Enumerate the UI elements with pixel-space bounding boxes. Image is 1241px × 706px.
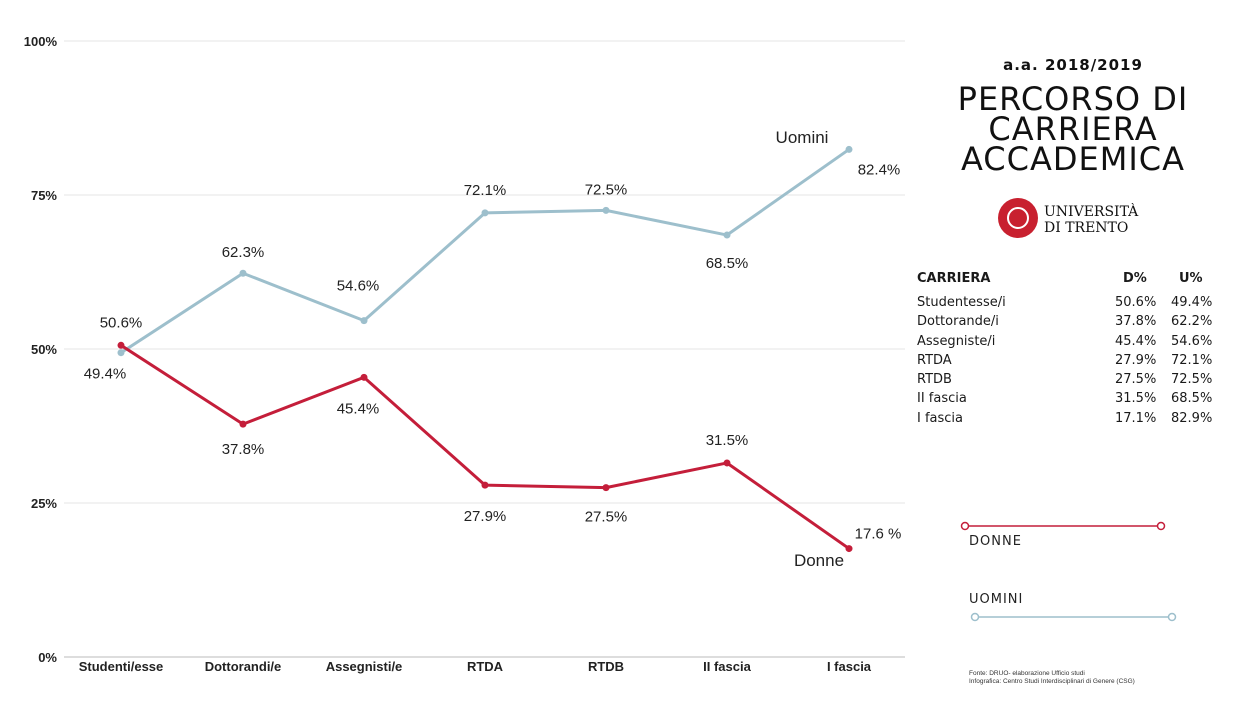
table-row: Studentesse/i 50.6% 49.4%: [917, 295, 1237, 314]
y-tick-label: 50%: [31, 342, 57, 357]
career-table: CARRIERA D% U% Studentesse/i 50.6% 49.4%…: [917, 271, 1237, 430]
x-tick-label: RTDB: [588, 659, 624, 674]
header-donne-pct: D%: [1123, 271, 1147, 286]
data-label: 27.5%: [585, 509, 628, 526]
row-uomini: 72.1%: [1171, 352, 1213, 368]
source-line-2: Infografica: Centro Studi Interdisciplin…: [969, 678, 1135, 685]
data-point: [360, 373, 368, 381]
data-point: [602, 206, 610, 214]
table-row: Assegniste/i 45.4% 54.6%: [917, 334, 1237, 353]
table-header: CARRIERA D% U%: [917, 271, 1237, 295]
data-label: 50.6%: [100, 314, 143, 331]
row-uomini: 62.2%: [1171, 314, 1213, 330]
legend-uomini-label: UOMINI: [969, 592, 1024, 607]
data-label: 45.4%: [337, 400, 380, 417]
data-label: 82.4%: [858, 161, 901, 178]
title-line-3: ACCADEMICA: [960, 140, 1186, 178]
data-label: 27.9%: [464, 508, 507, 525]
x-tick-label: RTDA: [467, 659, 504, 674]
y-tick-label: 75%: [31, 188, 57, 203]
seal-icon: [998, 198, 1038, 238]
logo-line-1: UNIVERSITÀ: [1044, 204, 1139, 220]
row-label: I fascia: [917, 410, 964, 426]
data-point: [481, 481, 489, 489]
data-point: [239, 269, 247, 277]
legend-donne-start-marker: [960, 521, 970, 531]
table-row: Dottorande/i 37.8% 62.2%: [917, 314, 1237, 333]
row-uomini: 72.5%: [1171, 372, 1213, 388]
logo-line-2: DI TRENTO: [1044, 220, 1129, 236]
row-uomini: 82.9%: [1171, 410, 1213, 426]
data-label: 37.8%: [222, 441, 265, 458]
title-line-1: PERCORSO DI: [957, 80, 1189, 118]
data-label: 62.3%: [222, 244, 265, 261]
academic-year: a.a. 2018/2019: [1003, 56, 1143, 74]
y-tick-label: 25%: [31, 496, 57, 511]
row-label: II fascia: [917, 391, 967, 407]
data-label: 49.4%: [84, 366, 127, 383]
row-donne: 50.6%: [1115, 295, 1157, 310]
header-carriera: CARRIERA: [917, 271, 991, 286]
data-label: 31.5%: [706, 432, 749, 449]
row-uomini: 49.4%: [1171, 295, 1213, 310]
data-point: [723, 231, 731, 239]
university-logo: UNIVERSITÀ DI TRENTO: [998, 196, 1148, 246]
data-point: [117, 349, 125, 357]
series-name-label: Uomini: [776, 128, 829, 147]
page-title: PERCORSO DI CARRIERA ACCADEMICA: [905, 80, 1241, 178]
data-label: 17.6 %: [855, 526, 902, 543]
data-point: [360, 317, 368, 325]
data-point: [239, 420, 247, 428]
data-label: 68.5%: [706, 255, 749, 272]
data-label: 72.1%: [464, 182, 507, 199]
legend-lines: [960, 521, 1177, 622]
row-donne: 31.5%: [1115, 391, 1157, 407]
line-chart: 0% 25% 50% 75% 100% Studenti/esse Dottorandi/e…: [24, 34, 905, 674]
row-donne: 45.4%: [1115, 333, 1157, 349]
row-donne: 27.9%: [1115, 352, 1157, 368]
data-point: [481, 209, 489, 217]
legend-donne-label: DONNE: [969, 534, 1022, 549]
row-label: Dottorande/i: [917, 314, 999, 330]
legend-uomini-end-marker: [1167, 612, 1177, 622]
x-tick-label: I fascia: [827, 659, 872, 674]
data-point: [723, 459, 731, 467]
table-row: II fascia 31.5% 68.5%: [917, 391, 1237, 410]
data-label: 72.5%: [585, 181, 628, 198]
row-label: RTDA: [917, 352, 952, 368]
x-tick-label: Studenti/esse: [79, 659, 164, 674]
header-uomini-pct: U%: [1179, 271, 1203, 286]
y-tick-label: 100%: [24, 34, 58, 49]
row-donne: 17.1%: [1115, 410, 1157, 426]
data-label: 54.6%: [337, 278, 380, 295]
table-row: RTDB 27.5% 72.5%: [917, 372, 1237, 391]
source-note: Fonte: DRUO- elaborazione Ufficio studi …: [969, 670, 1135, 686]
data-point: [845, 145, 853, 153]
table-row: I fascia 17.1% 82.9%: [917, 411, 1237, 430]
row-label: Assegniste/i: [917, 333, 996, 349]
table-row: RTDA 27.9% 72.1%: [917, 353, 1237, 372]
row-donne: 27.5%: [1115, 372, 1157, 388]
data-point: [117, 341, 125, 349]
legend-uomini-start-marker: [970, 612, 980, 622]
data-point: [602, 484, 610, 492]
data-point: [845, 545, 853, 553]
series-name-label: Donne: [794, 551, 844, 570]
row-label: RTDB: [917, 372, 952, 388]
side-panel: a.a. 2018/2019 PERCORSO DI CARRIERA ACCA…: [905, 0, 1241, 706]
x-tick-label: Assegnisti/e: [326, 659, 403, 674]
x-tick-label: II fascia: [703, 659, 751, 674]
x-tick-label: Dottorandi/e: [205, 659, 282, 674]
logo-text: UNIVERSITÀ DI TRENTO: [1044, 204, 1138, 236]
title-line-2: CARRIERA: [988, 110, 1158, 148]
row-donne: 37.8%: [1115, 314, 1157, 330]
row-uomini: 54.6%: [1171, 333, 1213, 349]
legend-donne-end-marker: [1156, 521, 1166, 531]
row-label: Studentesse/i: [917, 295, 1006, 310]
y-tick-label: 0%: [38, 650, 57, 665]
source-line-1: Fonte: DRUO- elaborazione Ufficio studi: [969, 670, 1085, 677]
row-uomini: 68.5%: [1171, 391, 1213, 407]
